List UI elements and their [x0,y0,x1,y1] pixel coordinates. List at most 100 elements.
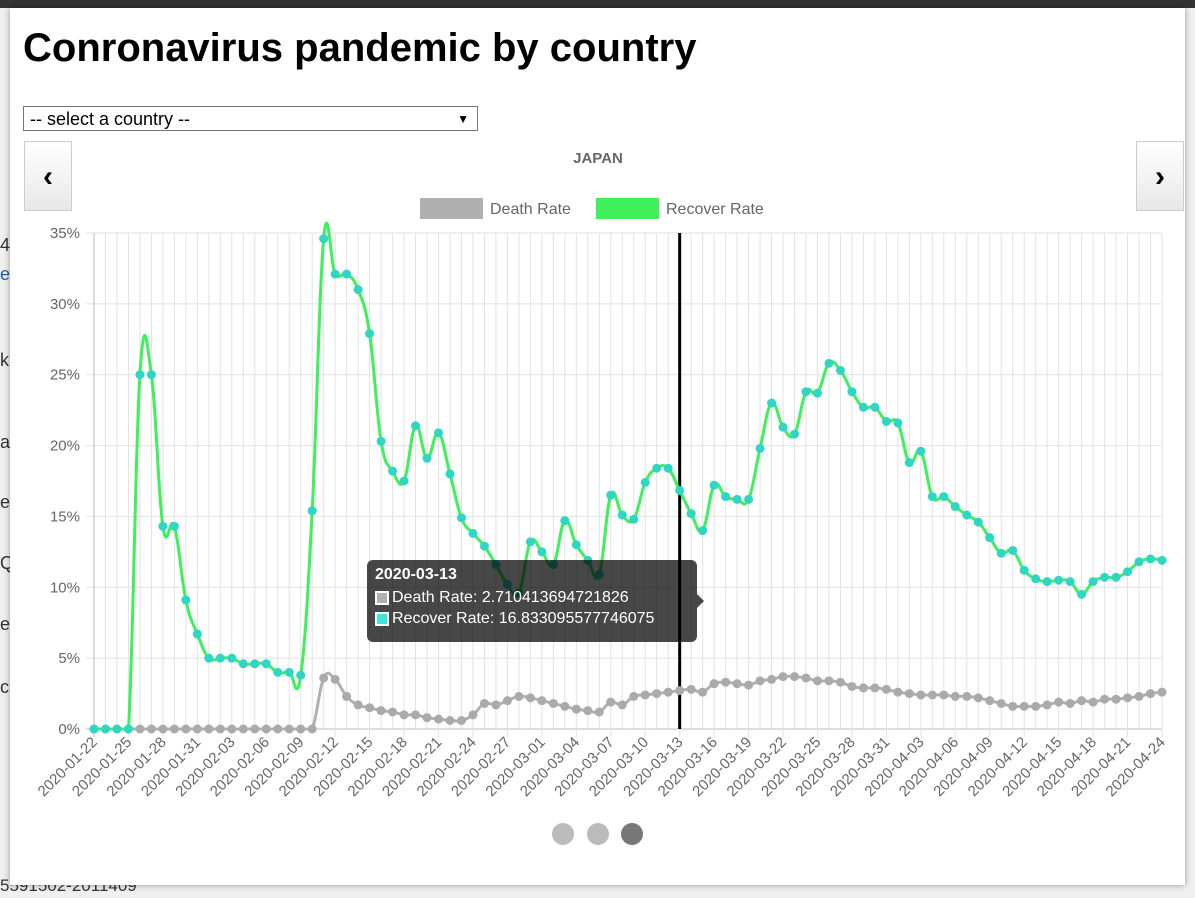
data-point [273,724,283,734]
data-point [893,418,903,428]
data-point [721,492,731,502]
data-point [261,659,271,669]
data-point [824,358,834,368]
data-point [1065,698,1075,708]
data-point [962,691,972,701]
data-point [812,388,822,398]
data-point [663,687,673,697]
data-point [629,514,639,524]
data-point [571,704,581,714]
data-point [778,672,788,682]
chart-title: JAPAN [573,150,623,167]
data-point [870,683,880,693]
data-point [273,667,283,677]
data-point [881,684,891,694]
legend-swatch [596,198,659,219]
data-point [204,724,214,734]
data-point [1111,694,1121,704]
data-point [296,670,306,680]
data-point [353,285,363,295]
data-point [663,463,673,473]
data-point [434,428,444,438]
data-point [123,724,133,734]
data-point [284,724,294,734]
data-point [514,691,524,701]
data-point [606,697,616,707]
data-point [755,443,765,453]
data-point [560,701,570,711]
data-point [1146,554,1156,564]
data-point [962,510,972,520]
series-line [94,221,1163,731]
data-point [422,713,432,723]
next-button[interactable]: › [1136,141,1184,211]
tooltip-row: Death Rate: 2.710413694721826 [375,587,689,608]
series-line [94,671,1163,731]
data-point [744,494,754,504]
data-point [1123,567,1133,577]
data-point [146,724,156,734]
data-point [732,494,742,504]
data-point [1111,572,1121,582]
data-point [640,690,650,700]
data-point [675,686,685,696]
data-point [583,706,593,716]
data-point [365,329,375,339]
data-point [870,402,880,412]
data-point [399,710,409,720]
data-point [479,698,489,708]
data-point [790,429,800,439]
data-point [698,687,708,697]
page-dot[interactable] [587,823,609,845]
data-point [422,453,432,463]
data-point [238,724,248,734]
data-point [675,485,685,495]
data-point [192,724,202,734]
data-point [330,269,340,279]
data-point [847,681,857,691]
data-point [1077,696,1087,706]
data-point [238,659,248,669]
data-point [686,684,696,694]
tooltip-value: 16.833095577746075 [498,609,655,627]
data-point [388,466,398,476]
data-point [89,724,99,734]
data-point [1157,555,1167,565]
data-point [1157,687,1167,697]
data-point [250,724,260,734]
data-point [985,533,995,543]
country-select[interactable]: -- select a country -- ▼ [23,106,478,131]
tooltip-value: 2.710413694721826 [481,588,629,606]
data-point [215,724,225,734]
data-point [353,700,363,710]
data-point [950,691,960,701]
data-point [950,502,960,512]
data-point [456,715,466,725]
data-point [617,510,627,520]
data-point [927,690,937,700]
prev-button[interactable]: ‹ [24,141,72,211]
page-dot[interactable] [621,823,643,845]
data-point [169,521,179,531]
data-point [1088,577,1098,587]
data-point [135,724,145,734]
select-arrow: ▼ [457,112,469,126]
data-point [640,477,650,487]
y-tick-label: 30% [50,296,80,313]
modal [10,8,1185,885]
data-point [342,269,352,279]
top-bar [0,0,1195,8]
page-dot[interactable] [552,823,574,845]
y-tick-label: 35% [50,225,80,242]
data-point [227,724,237,734]
data-point [709,480,719,490]
data-point [652,463,662,473]
tooltip-caret [697,594,704,608]
data-point [916,446,926,456]
tooltip-swatch [375,590,389,605]
data-point [606,490,616,500]
data-point [169,724,179,734]
background-text: 4 [0,235,11,255]
